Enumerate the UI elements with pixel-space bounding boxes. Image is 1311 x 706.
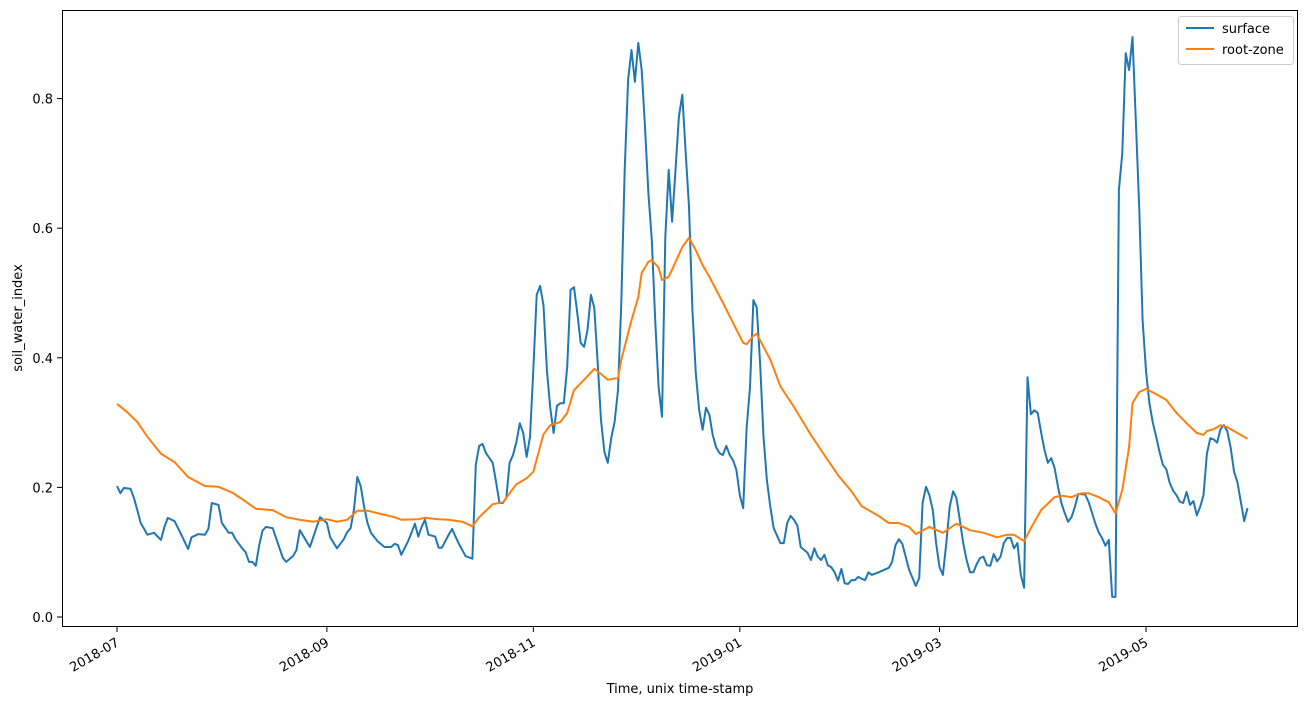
series-line-surface [116, 36, 1249, 598]
axes-frame [62, 10, 1298, 627]
y-tick-label: 0.0 [32, 611, 53, 626]
series-line-root-zone [116, 236, 1248, 543]
series-layer [116, 36, 1249, 598]
x-axis-label: Time, unix time-stamp [606, 682, 754, 697]
legend-label-surface: surface [1222, 22, 1270, 37]
y-tick-label: 0.6 [32, 222, 53, 237]
y-tick-label: 0.2 [32, 481, 53, 496]
y-tick-label: 0.8 [32, 93, 53, 108]
y-axis: 0.0 0.2 0.4 0.6 0.8 [32, 93, 62, 626]
y-axis-label: soil_water_index [11, 264, 26, 372]
legend: surface root-zone [1178, 16, 1294, 65]
y-tick-label: 0.4 [32, 352, 53, 367]
legend-label-root-zone: root-zone [1222, 43, 1284, 58]
